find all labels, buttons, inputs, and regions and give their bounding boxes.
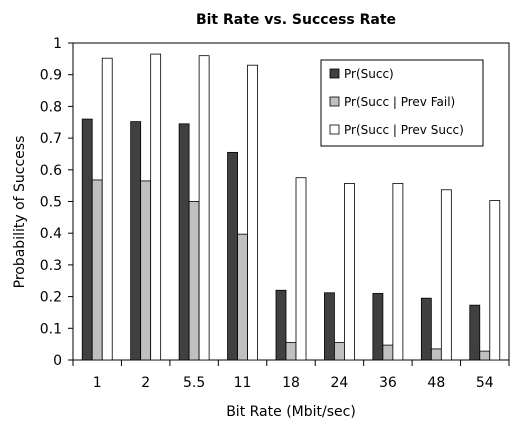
y-tick-label: 0.3 <box>40 258 62 274</box>
bar-3-54 <box>489 200 501 361</box>
plot-area: 00.10.20.30.40.50.60.70.80.911 2 5.5 11 18 24… <box>40 36 510 391</box>
x-tick-label: 18 <box>282 375 300 391</box>
y-tick-label: 0.1 <box>40 321 62 337</box>
legend-swatch-2 <box>329 96 340 107</box>
bar-1-54 <box>469 304 481 361</box>
bar-3-5.5 <box>198 55 210 361</box>
y-tick-label: 0.8 <box>40 99 62 115</box>
bar-3-11 <box>247 64 258 361</box>
legend-label-2: Pr(Succ | Prev Fail) <box>344 95 455 109</box>
y-tick-label: 0.5 <box>40 195 62 211</box>
y-axis-label: Probability of Success <box>12 136 28 289</box>
y-tick-label: 0.9 <box>40 68 62 84</box>
x-tick-label: 48 <box>427 375 445 391</box>
x-tick-label: 36 <box>379 375 397 391</box>
y-tick-label: 0.4 <box>40 226 62 242</box>
legend-swatch-1 <box>329 68 340 79</box>
bar-3-48 <box>440 189 452 361</box>
bar-3-24 <box>344 183 355 361</box>
legend <box>320 59 484 147</box>
y-tick-label: 0.7 <box>40 131 62 147</box>
bar-2-36 <box>382 344 394 361</box>
bar-2-5.5 <box>188 201 200 361</box>
bar-2-48 <box>430 348 442 361</box>
bar-3-36 <box>392 183 404 361</box>
bar-3-1 <box>101 57 113 361</box>
bar-1-2 <box>130 121 142 361</box>
x-tick-label: 24 <box>331 375 349 391</box>
x-tick-label: 11 <box>234 375 252 391</box>
bar-1-1 <box>81 118 93 361</box>
y-tick-label: 0.2 <box>40 290 62 306</box>
x-tick-label: 2 <box>141 375 150 391</box>
legend-label-1: Pr(Succ) <box>344 67 394 81</box>
y-tick-label: 1 <box>53 36 62 52</box>
bar-2-54 <box>479 350 491 361</box>
legend-swatch-3 <box>329 124 340 135</box>
legend-label-3: Pr(Succ | Prev Succ) <box>344 123 464 137</box>
bar-2-11 <box>237 233 248 361</box>
bar-1-5.5 <box>178 123 190 361</box>
bar-1-11 <box>227 151 238 361</box>
bar-1-48 <box>420 297 432 361</box>
x-tick-label: 54 <box>476 375 494 391</box>
bar-2-2 <box>140 180 152 361</box>
y-tick-label: 0 <box>53 353 62 369</box>
bar-1-24 <box>324 292 335 361</box>
bar-2-24 <box>334 342 345 361</box>
x-tick-label: 5.5 <box>183 375 205 391</box>
y-tick-label: 0.6 <box>40 163 62 179</box>
chart-title: Bit Rate vs. Success Rate <box>196 12 396 28</box>
bar-3-2 <box>150 53 162 361</box>
x-axis-label: Bit Rate (Mbit/sec) <box>226 404 356 420</box>
bar-1-36 <box>372 293 384 361</box>
bar-3-18 <box>295 177 307 361</box>
x-tick-label: 1 <box>93 375 102 391</box>
bar-2-18 <box>285 342 297 361</box>
bar-2-1 <box>91 179 103 361</box>
bar-1-18 <box>275 289 287 361</box>
